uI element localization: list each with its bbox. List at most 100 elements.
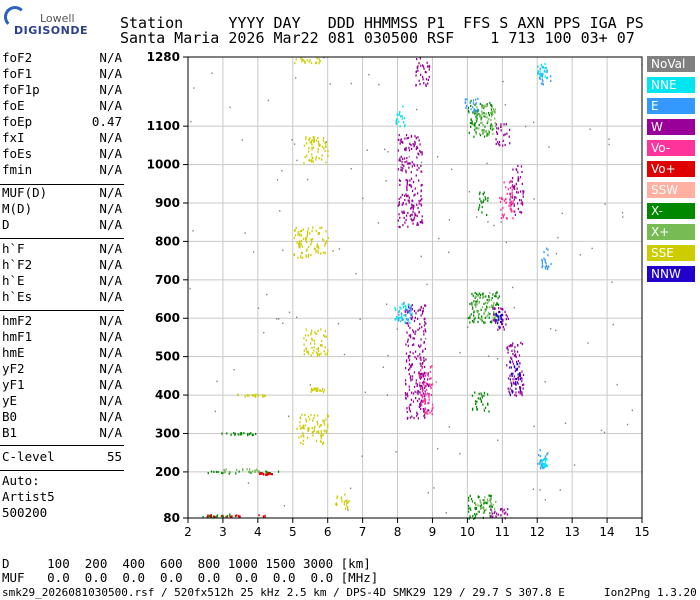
- legend-item-ssw: SSW: [647, 182, 695, 198]
- data-point: [520, 202, 522, 205]
- data-point: [555, 253, 558, 255]
- data-point: [229, 513, 231, 516]
- data-point: [222, 515, 224, 518]
- data-point: [500, 514, 502, 517]
- data-point: [541, 72, 543, 75]
- data-point: [410, 304, 412, 308]
- data-point: [305, 136, 307, 139]
- data-point: [413, 204, 415, 207]
- data-point: [542, 467, 544, 470]
- data-point: [404, 123, 406, 127]
- data-point: [489, 515, 491, 518]
- data-point: [522, 387, 524, 390]
- param-value: N/A: [99, 329, 122, 344]
- data-point: [406, 183, 408, 186]
- data-point: [318, 62, 320, 65]
- data-point: [223, 468, 225, 472]
- data-point: [412, 143, 414, 146]
- data-point: [192, 230, 194, 232]
- data-point: [413, 216, 416, 219]
- data-point: [483, 508, 485, 511]
- data-point: [242, 469, 244, 472]
- data-point: [319, 344, 322, 347]
- data-point: [309, 232, 311, 235]
- data-point: [387, 151, 389, 153]
- data-point: [545, 247, 548, 250]
- data-point: [412, 210, 414, 213]
- data-point: [412, 181, 415, 184]
- data-point: [541, 459, 543, 462]
- data-point: [319, 424, 322, 427]
- data-point: [310, 354, 312, 357]
- data-point: [419, 345, 421, 348]
- data-point: [481, 506, 483, 509]
- data-point: [409, 354, 411, 358]
- data-point: [323, 429, 325, 432]
- data-point: [398, 213, 400, 216]
- data-point: [497, 319, 499, 322]
- data-point: [495, 512, 498, 515]
- data-point: [493, 507, 496, 510]
- data-point: [420, 64, 422, 67]
- data-point: [281, 170, 283, 172]
- data-point: [327, 423, 329, 426]
- x-tick-label: 14: [599, 525, 614, 539]
- data-point: [401, 303, 403, 306]
- data-point: [489, 292, 491, 294]
- data-point: [486, 305, 488, 308]
- data-point: [474, 109, 476, 112]
- data-point: [476, 216, 478, 218]
- data-point: [480, 118, 482, 121]
- data-point: [317, 329, 319, 332]
- data-point: [400, 313, 403, 316]
- data-point: [472, 294, 474, 297]
- data-point: [314, 425, 316, 428]
- data-point: [343, 353, 346, 356]
- data-point: [420, 204, 423, 207]
- data-point: [484, 310, 486, 313]
- data-point: [514, 354, 517, 357]
- data-point: [490, 504, 492, 507]
- data-point: [479, 204, 481, 207]
- data-point: [324, 335, 326, 338]
- chart-axes: 2 3 4 5 6 7 8 9 10 11 12 13 14 1580200300400500600700…: [147, 50, 650, 539]
- data-point: [404, 160, 406, 164]
- data-point: [472, 106, 474, 109]
- data-point: [418, 308, 420, 311]
- data-point: [229, 514, 231, 517]
- data-point: [325, 335, 327, 338]
- data-point: [513, 349, 515, 351]
- data-point: [483, 499, 485, 502]
- data-point: [300, 441, 302, 444]
- data-point: [481, 317, 483, 320]
- data-point: [511, 383, 513, 386]
- data-point: [410, 185, 413, 188]
- data-point: [257, 470, 259, 473]
- data-point: [547, 248, 549, 251]
- data-point: [476, 298, 479, 301]
- data-point: [402, 167, 404, 170]
- data-point: [411, 375, 414, 378]
- data-point: [471, 320, 474, 323]
- data-point: [427, 394, 430, 397]
- data-point: [510, 345, 512, 348]
- data-point: [520, 386, 522, 389]
- data-point: [299, 424, 301, 427]
- data-point: [324, 251, 326, 255]
- data-point: [486, 498, 489, 501]
- data-point: [492, 304, 494, 307]
- data-point: [403, 117, 405, 120]
- data-point: [408, 385, 410, 388]
- data-point: [312, 146, 315, 149]
- data-point: [345, 504, 348, 507]
- data-point: [257, 307, 260, 309]
- data-point: [471, 292, 473, 295]
- data-point: [313, 427, 315, 430]
- data-point: [511, 191, 513, 194]
- data-point: [537, 65, 539, 68]
- data-point: [424, 402, 426, 405]
- data-point: [421, 366, 423, 369]
- data-point: [406, 318, 408, 321]
- data-point: [402, 318, 404, 321]
- data-point: [411, 304, 413, 307]
